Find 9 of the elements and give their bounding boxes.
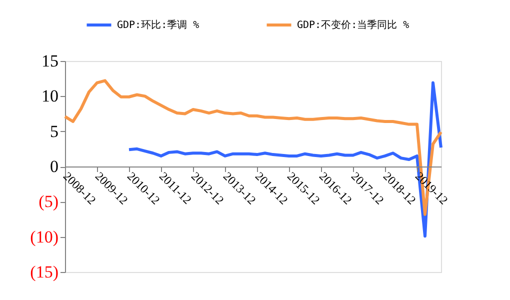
y-tick-label: 0 bbox=[50, 157, 58, 176]
y-tick-label: (5) bbox=[38, 192, 58, 212]
y-tick-label: 5 bbox=[50, 122, 58, 141]
y-tick-label: (10) bbox=[30, 227, 58, 246]
y-tick-label: (15) bbox=[30, 262, 58, 282]
legend-label: GDP:不变价:当季同比 % bbox=[297, 19, 410, 31]
legend-label: GDP:环比:季调 % bbox=[117, 19, 200, 31]
y-tick-label: 15 bbox=[42, 52, 58, 70]
y-tick-label: 10 bbox=[42, 86, 58, 106]
